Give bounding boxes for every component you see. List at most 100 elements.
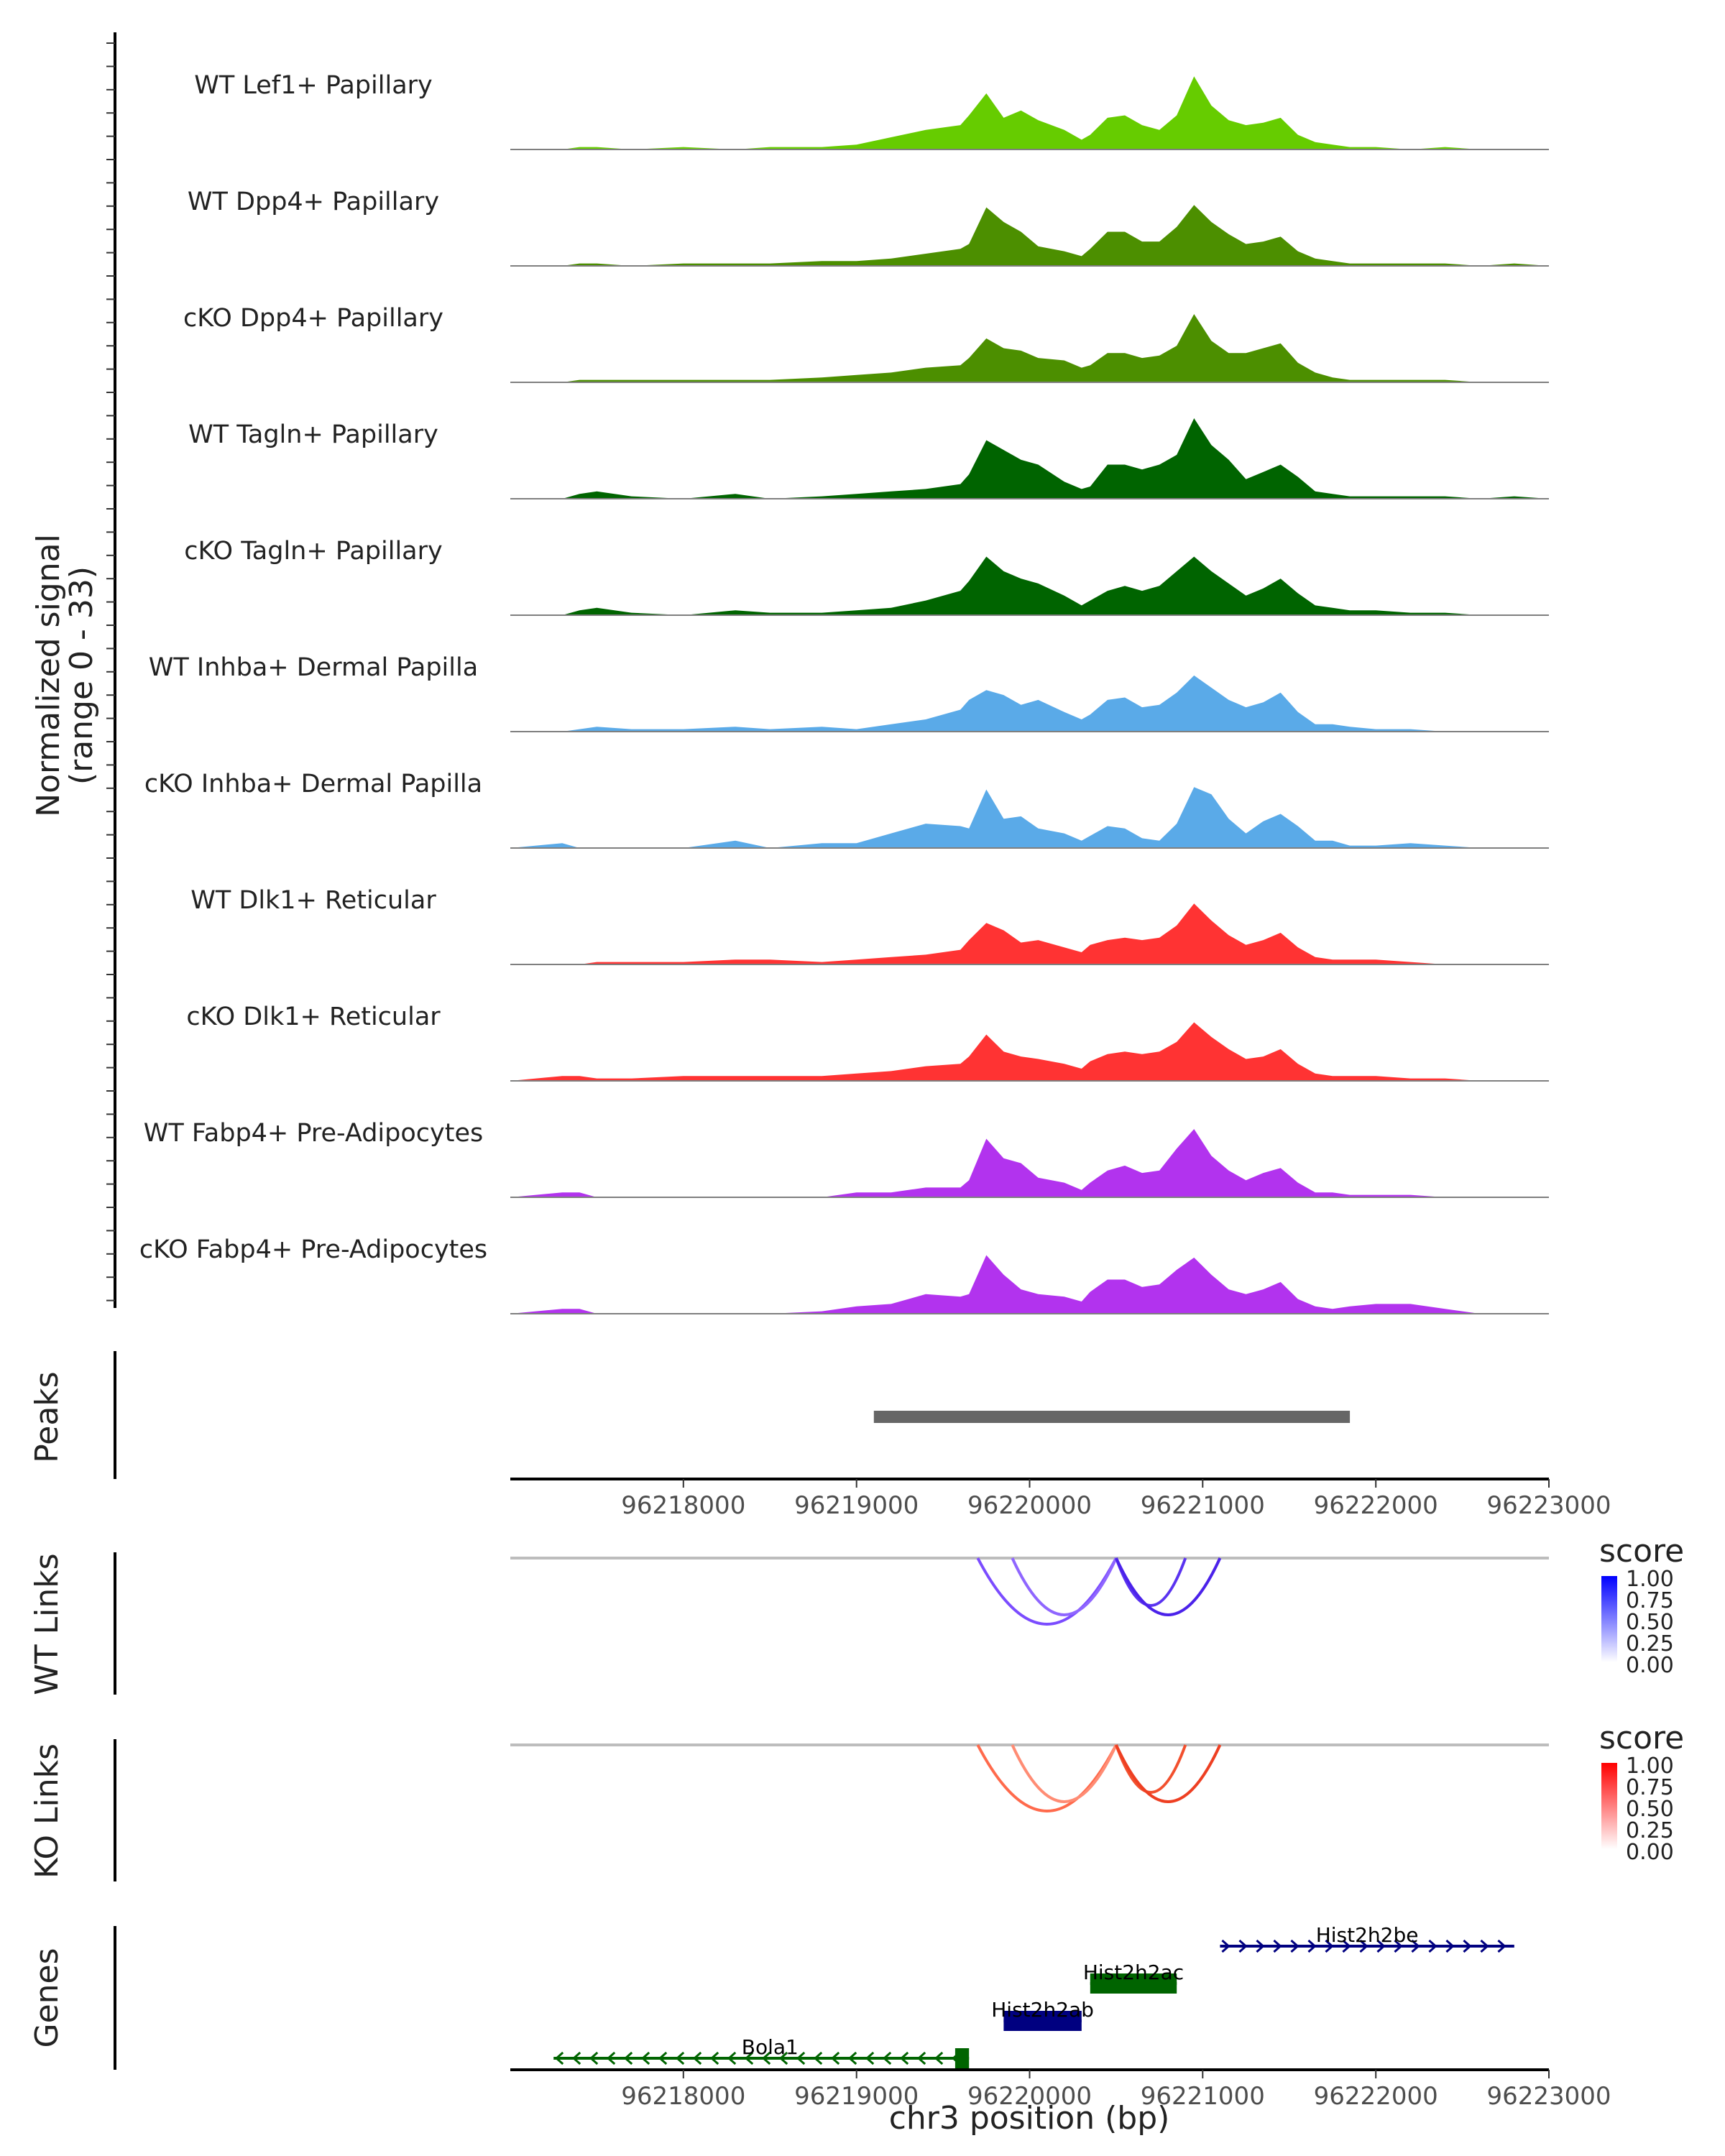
gene-strand-arrow [1307, 1939, 1317, 1953]
gene-strand-arrow [761, 2051, 771, 2065]
gene-exon-2 [1003, 2011, 1082, 2031]
legend-tick-0-0: 1.00 [1626, 1567, 1674, 1592]
gene-strand-arrow [727, 2051, 737, 2065]
legend-tick-1-0: 1.00 [1626, 1754, 1674, 1779]
ko-links-label: KO Links [29, 1743, 65, 1879]
genes-x-tick-label-0: 96218000 [621, 2082, 745, 2111]
link-arc-0-2 [1115, 1557, 1187, 1607]
peaks-track [873, 1411, 1351, 1423]
gene-strand-arrow [623, 2051, 633, 2065]
gene-strand-arrow [934, 2051, 944, 2065]
genes-x-tick-label-2: 96220000 [967, 2082, 1092, 2111]
link-arc-1-1 [1011, 1744, 1118, 1803]
link-arc-1-2 [1115, 1744, 1187, 1794]
coverage-ylabel-line2: (range 0 - 33) [63, 566, 100, 785]
gene-strand-arrow [1480, 1939, 1489, 1953]
legend-colorbar-1 [1601, 1763, 1617, 1849]
gene-strand-arrow [865, 2051, 875, 2065]
gene-strand-arrow [1394, 1939, 1403, 1953]
coverage-area-6 [510, 787, 1549, 848]
track-label-4: cKO Tagln+ Papillary [184, 537, 443, 566]
gene-strand-arrow [1411, 1939, 1420, 1953]
legend-tick-0-4: 0.00 [1626, 1653, 1674, 1678]
gene-strand-arrow [571, 2051, 581, 2065]
legend-tick-0-2: 0.50 [1626, 1610, 1674, 1635]
track-label-2: cKO Dpp4+ Papillary [183, 304, 443, 333]
gene-strand-arrow [916, 2051, 926, 2065]
gene-strand-arrow [1497, 1939, 1506, 1953]
gene-strand-arrow [709, 2051, 719, 2065]
gene-strand-arrow [882, 2051, 892, 2065]
genes-x-tick-label-3: 96221000 [1141, 2082, 1265, 2111]
coverage-y-ticks [106, 42, 115, 1302]
link-arc-0-3 [1115, 1557, 1222, 1616]
gene-exon-1 [1090, 1973, 1177, 1994]
coverage-area-0 [510, 76, 1549, 149]
gene-strand-arrow [692, 2051, 702, 2065]
gene-strand-arrow [1325, 1939, 1334, 1953]
legend-tick-0-3: 0.25 [1626, 1631, 1674, 1657]
peaks-x-tick-label-2: 96220000 [967, 1491, 1092, 1520]
gene-strand-arrow [1359, 1939, 1368, 1953]
peaks-label: Peaks [29, 1371, 65, 1462]
coverage-ylabel-line1: Normalized signal [30, 534, 67, 817]
gene-strand-arrow [675, 2051, 685, 2065]
gene-label-1: Hist2h2ac [1083, 1961, 1184, 1984]
gene-strand-arrow [778, 2051, 788, 2065]
gene-strand-arrow [1273, 1939, 1282, 1953]
genes-label: Genes [29, 1948, 65, 2047]
x-axis-title: chr3 position (bp) [889, 2100, 1170, 2137]
gene-strand-arrow [1290, 1939, 1300, 1953]
legend-tick-1-2: 0.50 [1626, 1797, 1674, 1822]
wt-links-label: WT Links [29, 1553, 65, 1695]
coverage-area-4 [510, 556, 1549, 615]
gene-label-0: Hist2h2be [1316, 1923, 1419, 1947]
gene-strand-arrow [1376, 1939, 1386, 1953]
track-label-3: WT Tagln+ Papillary [188, 420, 438, 449]
genes-track: Hist2h2be Hist2h2ac Hist2h2ab Bola1 [553, 1923, 1514, 2068]
gene-strand-arrow [796, 2051, 806, 2065]
gene-strand-arrow [1445, 1939, 1455, 1953]
gene-strand-arrow [640, 2051, 650, 2065]
gene-strand-arrow [606, 2051, 616, 2065]
genes-x-tick-label-5: 96223000 [1486, 2082, 1611, 2111]
legend-title-0: score [1599, 1533, 1684, 1570]
coverage-area-2 [510, 314, 1549, 382]
legend-tick-1-4: 0.00 [1626, 1840, 1674, 1865]
peaks-x-tick-label-5: 96223000 [1486, 1491, 1611, 1520]
gene-strand-arrow [744, 2051, 754, 2065]
genes-x-tick-label-4: 96222000 [1314, 2082, 1438, 2111]
link-arc-1-0 [976, 1744, 1118, 1812]
gene-strand-arrow [899, 2051, 909, 2065]
peaks-x-tick-label-4: 96222000 [1314, 1491, 1438, 1520]
peaks-x-tick-label-1: 96219000 [794, 1491, 919, 1520]
peaks-x-tick-label-0: 96218000 [621, 1491, 745, 1520]
genes-x-tick-label-1: 96219000 [794, 2082, 919, 2111]
legend-tick-0-1: 0.75 [1626, 1588, 1674, 1613]
gene-strand-arrow [1463, 1939, 1472, 1953]
coverage-area-9 [510, 1129, 1549, 1197]
peaks-x-ticks: 96218000 96219000 96220000 96221000 96222000… [621, 1479, 1611, 1520]
track-label-7: WT Dlk1+ Reticular [190, 886, 436, 915]
track-label-1: WT Dpp4+ Papillary [188, 188, 439, 216]
link-arc-0-0 [976, 1557, 1118, 1626]
genes-x-ticks: 96218000 96219000 96220000 96221000 96222000… [621, 2070, 1611, 2111]
gene-strand-arrow [813, 2051, 823, 2065]
track-label-0: WT Lef1+ Papillary [194, 71, 433, 100]
gene-strand-arrow [1221, 1939, 1230, 1953]
track-label-5: WT Inhba+ Dermal Papilla [149, 653, 478, 682]
gene-strand-arrow [1238, 1939, 1248, 1953]
links-tracks [510, 1557, 1549, 1812]
gene-strand-arrow [1428, 1939, 1438, 1953]
link-arc-0-1 [1011, 1557, 1118, 1616]
gene-label-2: Hist2h2ab [991, 1998, 1094, 2022]
gene-strand-arrow [658, 2051, 668, 2065]
gene-strand-arrow [830, 2051, 840, 2065]
coverage-area-8 [510, 1022, 1549, 1081]
coverage-area-1 [510, 205, 1549, 266]
coverage-area-3 [510, 418, 1549, 499]
gene-label-3: Bola1 [742, 2035, 799, 2059]
coverage-area-5 [510, 675, 1549, 732]
coverage-area-7 [510, 903, 1549, 964]
